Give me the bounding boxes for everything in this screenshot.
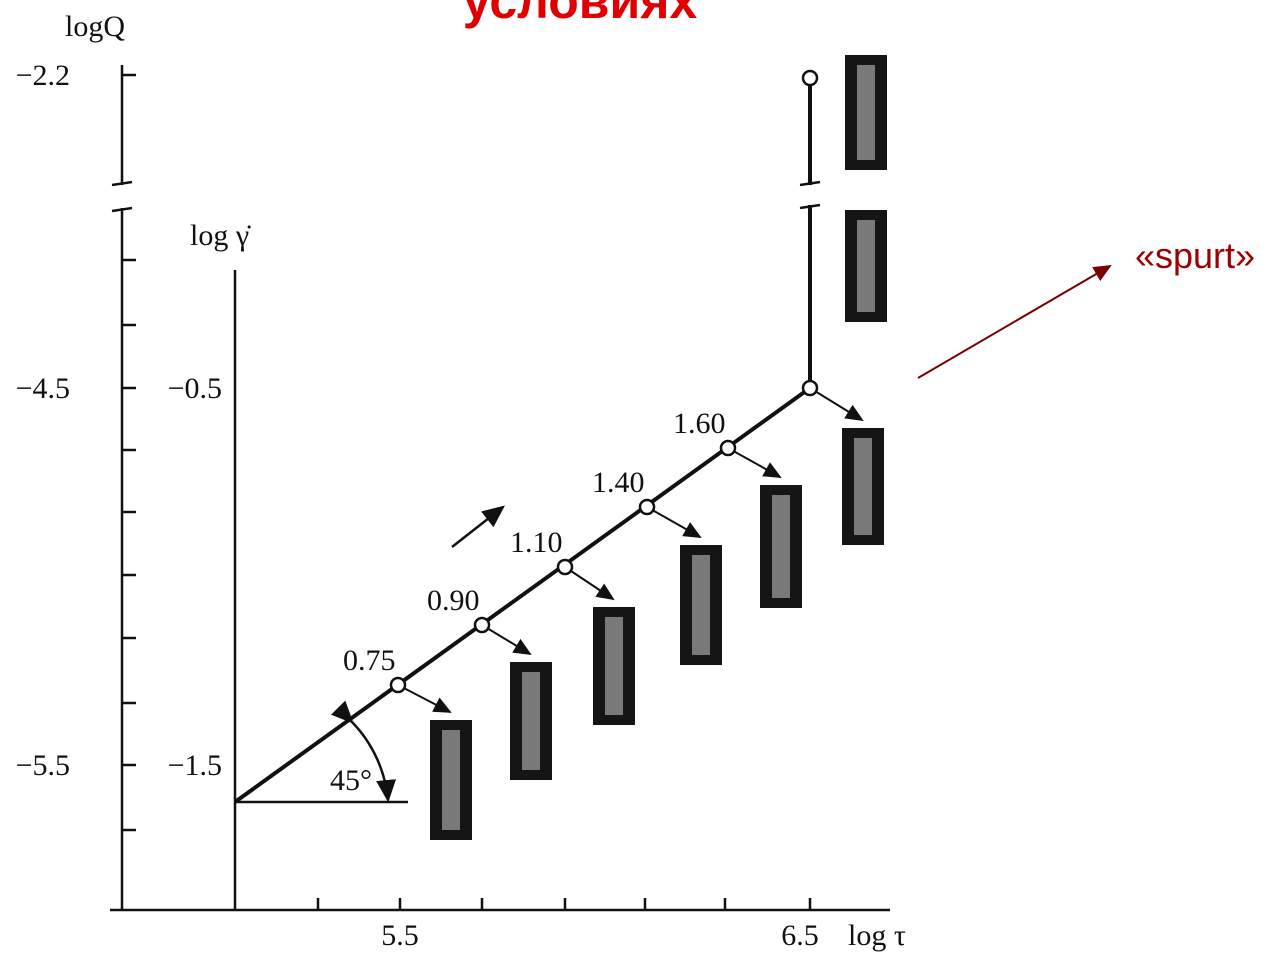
point-label: 1.10 [510, 526, 563, 559]
point-label: 0.90 [427, 584, 480, 617]
arrow [564, 566, 615, 601]
point [719, 439, 737, 457]
annotation-arrow [917, 264, 1112, 379]
q-tick: −2.2 [16, 59, 70, 92]
point [389, 676, 407, 694]
axes [110, 65, 890, 912]
tau-tick: 6.5 [781, 919, 819, 952]
gamma-tick: −0.5 [168, 372, 222, 405]
capillary-core [692, 555, 710, 655]
arrow [727, 447, 782, 478]
gamma-axis-label: log γ̇ [190, 219, 251, 252]
q-axis-label: logQ [65, 10, 125, 43]
capillary-core [854, 438, 872, 535]
capillary-core [605, 617, 623, 715]
point [473, 616, 491, 634]
point-label: 1.60 [673, 407, 726, 440]
capillary-core [857, 65, 875, 160]
point-label: 0.75 [343, 644, 396, 677]
title: условиях [463, 0, 698, 29]
q-tick: −4.5 [16, 372, 70, 405]
capillaries [430, 55, 887, 840]
arrow [481, 624, 532, 656]
point [556, 558, 574, 576]
capillary-core [522, 672, 540, 770]
gamma-tick: −1.5 [168, 749, 222, 782]
tau-tick: 5.5 [381, 919, 419, 952]
tau-axis-label: log τ [848, 919, 906, 952]
capillary-core [772, 495, 790, 598]
capillary-core [857, 220, 875, 312]
flow-curve [233, 69, 864, 804]
arrow [809, 387, 864, 422]
q-tick: −5.5 [16, 749, 70, 782]
point [638, 498, 656, 516]
point [801, 379, 819, 397]
arrow [646, 506, 702, 538]
annotation: «spurt» [1135, 235, 1255, 276]
arrow [397, 684, 452, 713]
capillary-core [442, 730, 460, 830]
point-label: 1.40 [592, 466, 645, 499]
angle-label: 45° [330, 764, 372, 797]
